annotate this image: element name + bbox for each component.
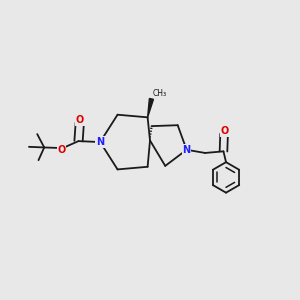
Polygon shape <box>148 98 153 117</box>
Text: O: O <box>58 145 66 155</box>
Text: N: N <box>96 137 104 147</box>
Text: O: O <box>220 126 229 136</box>
Text: N: N <box>183 145 191 155</box>
Text: O: O <box>76 116 84 125</box>
Text: CH₃: CH₃ <box>152 88 167 98</box>
